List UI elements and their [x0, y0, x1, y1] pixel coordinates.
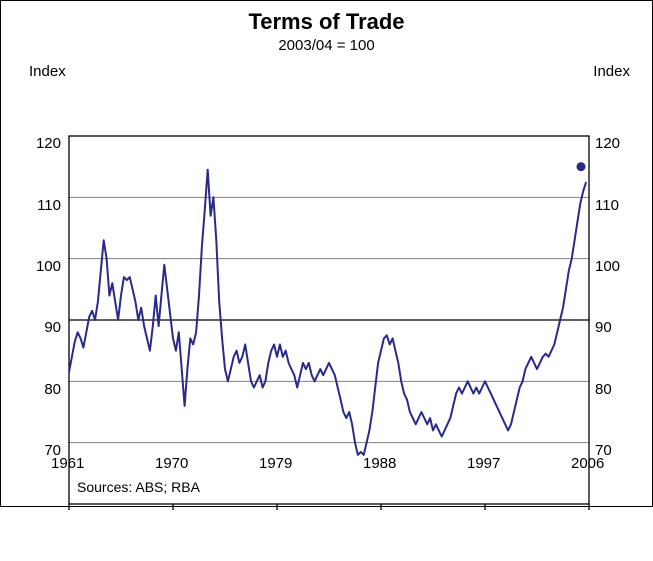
x-tick-label: 1979 [259, 455, 292, 472]
y-tick-label: 90 [595, 319, 612, 336]
chart-container: Terms of Trade 2003/04 = 100 Index Index… [0, 0, 653, 507]
chart-sources: Sources: ABS; RBA [77, 479, 200, 495]
x-tick-label: 1988 [363, 455, 396, 472]
chart-subtitle: 2003/04 = 100 [1, 37, 652, 54]
x-tick-label: 1970 [155, 455, 188, 472]
y-tick-label: 90 [44, 319, 61, 336]
y-tick-label: 110 [37, 197, 61, 214]
y-tick-label: 80 [595, 381, 612, 398]
y-tick-label: 120 [595, 135, 620, 152]
chart-title: Terms of Trade [1, 9, 652, 35]
y-tick-label: 100 [595, 258, 620, 275]
y-tick-label: 80 [44, 381, 61, 398]
y-tick-label: 120 [36, 135, 61, 152]
x-tick-label: 1997 [467, 455, 500, 472]
y-tick-label: 100 [36, 258, 61, 275]
x-tick-label: 1961 [51, 455, 84, 472]
y-tick-label: 110 [595, 197, 619, 214]
x-tick-label: 2006 [571, 455, 604, 472]
